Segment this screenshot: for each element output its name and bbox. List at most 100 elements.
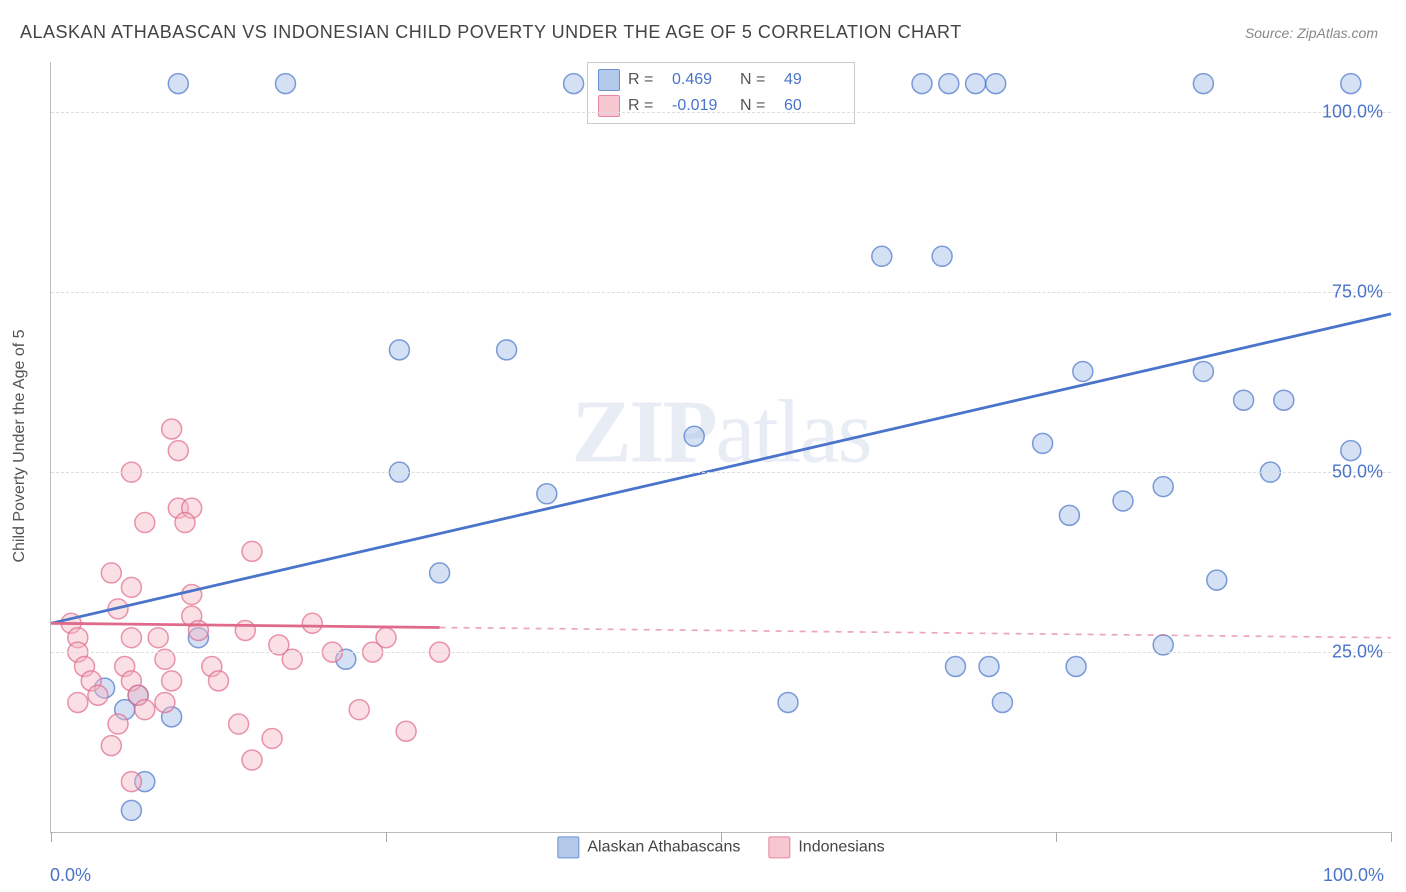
r-value: -0.019 (672, 97, 732, 115)
data-point (302, 613, 322, 633)
data-point (276, 74, 296, 94)
data-point (946, 656, 966, 676)
data-point (135, 700, 155, 720)
data-point (175, 513, 195, 533)
data-point (148, 628, 168, 648)
data-point (108, 714, 128, 734)
r-label: R = (628, 97, 664, 115)
y-tick-label: 25.0% (1332, 642, 1383, 663)
data-point (121, 577, 141, 597)
data-point (430, 642, 450, 662)
r-value: 0.469 (672, 71, 732, 89)
n-value: 49 (784, 71, 844, 89)
data-point (497, 340, 517, 360)
n-label: N = (740, 97, 776, 115)
series-legend-label: Indonesians (798, 838, 884, 856)
data-point (168, 74, 188, 94)
data-point (162, 419, 182, 439)
y-tick-label: 50.0% (1332, 462, 1383, 483)
data-point (912, 74, 932, 94)
data-point (389, 462, 409, 482)
data-point (162, 671, 182, 691)
x-tick-mark (51, 832, 52, 842)
data-point (778, 692, 798, 712)
series-legend-item: Indonesians (768, 836, 884, 858)
data-point (322, 642, 342, 662)
data-point (684, 426, 704, 446)
data-point (979, 656, 999, 676)
series-legend-label: Alaskan Athabascans (587, 838, 740, 856)
data-point (88, 685, 108, 705)
correlation-legend: R = 0.469 N = 49 R = -0.019 N = 60 (587, 62, 855, 124)
data-point (1193, 361, 1213, 381)
data-point (1274, 390, 1294, 410)
data-point (1341, 74, 1361, 94)
data-point (155, 692, 175, 712)
x-tick-mark (721, 832, 722, 842)
x-tick-mark (1056, 832, 1057, 842)
n-label: N = (740, 71, 776, 89)
data-point (121, 462, 141, 482)
data-point (121, 628, 141, 648)
chart-plot-area: ZIPatlas R =0.469N =49R =-0.019N =60 Ala… (50, 62, 1391, 833)
data-point (537, 484, 557, 504)
data-point (229, 714, 249, 734)
correlation-legend-row: R = -0.019 N = 60 (598, 93, 844, 119)
legend-swatch (768, 836, 790, 858)
data-point (155, 649, 175, 669)
trend-line (51, 314, 1391, 623)
data-point (235, 621, 255, 641)
data-point (182, 585, 202, 605)
x-tick-mark (386, 832, 387, 842)
data-point (1260, 462, 1280, 482)
legend-swatch (598, 95, 620, 117)
y-tick-label: 75.0% (1332, 282, 1383, 303)
data-point (135, 513, 155, 533)
data-point (932, 246, 952, 266)
correlation-legend-row: R = 0.469 N = 49 (598, 67, 844, 93)
data-point (396, 721, 416, 741)
data-point (1113, 491, 1133, 511)
data-point (430, 563, 450, 583)
data-point (1193, 74, 1213, 94)
data-point (68, 692, 88, 712)
data-point (242, 541, 262, 561)
data-point (992, 692, 1012, 712)
data-point (101, 736, 121, 756)
series-legend-item: Alaskan Athabascans (557, 836, 740, 858)
data-point (564, 74, 584, 94)
data-point (1234, 390, 1254, 410)
legend-swatch (598, 69, 620, 91)
data-point (1153, 635, 1173, 655)
data-point (121, 772, 141, 792)
x-tick-100: 100.0% (1323, 865, 1384, 886)
data-point (349, 700, 369, 720)
data-point (1066, 656, 1086, 676)
source-attribution: Source: ZipAtlas.com (1245, 25, 1378, 41)
x-tick-0: 0.0% (50, 865, 91, 886)
data-point (966, 74, 986, 94)
data-point (1059, 505, 1079, 525)
chart-title: ALASKAN ATHABASCAN VS INDONESIAN CHILD P… (20, 22, 962, 43)
y-axis-label: Child Poverty Under the Age of 5 (11, 329, 29, 562)
r-label: R = (628, 71, 664, 89)
data-point (209, 671, 229, 691)
data-point (872, 246, 892, 266)
y-tick-label: 100.0% (1322, 102, 1383, 123)
trend-line-dashed (440, 627, 1391, 637)
data-point (1033, 433, 1053, 453)
data-point (101, 563, 121, 583)
data-point (121, 800, 141, 820)
data-point (1207, 570, 1227, 590)
plot-svg (51, 62, 1391, 832)
data-point (262, 728, 282, 748)
data-point (282, 649, 302, 669)
data-point (389, 340, 409, 360)
data-point (376, 628, 396, 648)
data-point (242, 750, 262, 770)
data-point (1341, 441, 1361, 461)
data-point (939, 74, 959, 94)
legend-swatch (557, 836, 579, 858)
n-value: 60 (784, 97, 844, 115)
data-point (1153, 477, 1173, 497)
